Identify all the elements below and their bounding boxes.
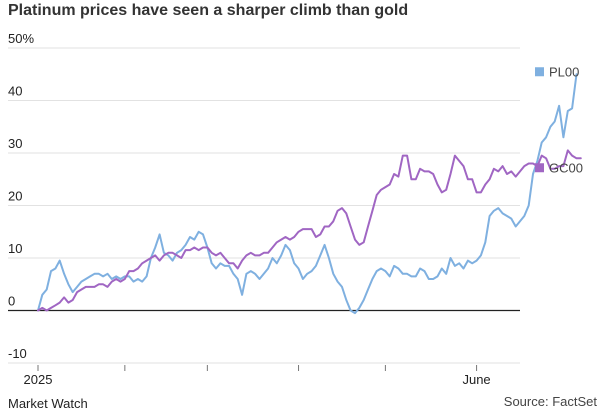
chart-title: Platinum prices have seen a sharper clim… [8, 2, 409, 19]
y-tick-label: 40 [8, 84, 22, 99]
x-tick-label: 2025 [24, 372, 53, 387]
axes: 50% 40 30 20 10 0 -10 2025 June [8, 31, 491, 387]
y-tick-label: 10 [8, 241, 22, 256]
y-tick-label: -10 [8, 346, 27, 361]
series-line-gc00 [37, 149, 582, 312]
legend: PL00 GC00 [535, 64, 583, 175]
legend-label-pl00: PL00 [549, 64, 579, 79]
legend-swatch-gc00 [535, 163, 544, 173]
gridlines [8, 47, 520, 364]
y-tick-label: 20 [8, 189, 22, 204]
legend-swatch-pl00 [535, 67, 544, 77]
y-tick-label: 0 [8, 294, 15, 309]
y-tick-label: 30 [8, 136, 22, 151]
publisher-label: Market Watch [8, 396, 88, 411]
legend-label-gc00: GC00 [549, 160, 583, 175]
series-line-pl00 [37, 73, 578, 315]
y-tick-label: 50% [8, 31, 34, 46]
x-tick-label: June [462, 372, 490, 387]
series-lines [37, 73, 582, 315]
source-label: Source: FactSet [503, 394, 597, 409]
